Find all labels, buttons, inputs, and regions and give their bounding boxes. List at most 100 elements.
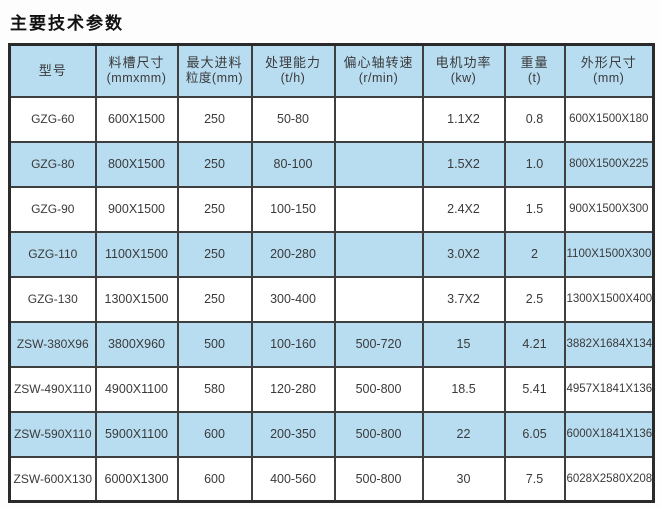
table-row: ZSW-380X96 3800X960 500 100-160 500-720 15 4.2… bbox=[8, 320, 655, 368]
column-label: 料槽尺寸 bbox=[108, 54, 165, 70]
table-row: GZG-110 1100X1500 250 200-280 3.0X2 2 1100X150… bbox=[8, 230, 655, 278]
table-cell-max-feed-size: 600 bbox=[176, 455, 253, 503]
column-header-trough-size: 料槽尺寸 (mmxmm) bbox=[94, 43, 179, 98]
table-cell-motor-power: 18.5 bbox=[421, 365, 506, 413]
table-cell-overall-dimensions: 900X1500X300 bbox=[563, 185, 655, 233]
column-header-eccentric-shaft-speed: 偏心轴转速 (r/min) bbox=[333, 43, 424, 98]
table-cell-eccentric-shaft-speed bbox=[333, 230, 424, 278]
column-unit: (kw) bbox=[450, 71, 477, 86]
column-label: 处理能力 bbox=[264, 54, 321, 70]
table-cell-capacity: 80-100 bbox=[250, 140, 336, 188]
table-cell-max-feed-size: 600 bbox=[176, 410, 253, 458]
table-cell-overall-dimensions: 4957X1841X1365 bbox=[563, 365, 655, 413]
table-row: GZG-130 1300X1500 250 300-400 3.7X2 2.5 1300X1… bbox=[8, 275, 655, 323]
table-cell-trough-size: 5900X1100 bbox=[94, 410, 179, 458]
column-unit: (t) bbox=[527, 71, 542, 86]
table-cell-eccentric-shaft-speed bbox=[333, 95, 424, 143]
table-cell-weight: 0.8 bbox=[503, 95, 566, 143]
table-cell-model: GZG-80 bbox=[8, 140, 97, 188]
table-cell-eccentric-shaft-speed: 500-800 bbox=[333, 410, 424, 458]
table-cell-max-feed-size: 250 bbox=[176, 95, 253, 143]
column-unit: (mm) bbox=[593, 71, 625, 86]
column-header-motor-power: 电机功率 (kw) bbox=[421, 43, 506, 98]
table-cell-motor-power: 22 bbox=[421, 410, 506, 458]
table-cell-weight: 4.21 bbox=[503, 320, 566, 368]
table-cell-capacity: 100-160 bbox=[250, 320, 336, 368]
spec-table: 型号 料槽尺寸 (mmxmm) 最大进料 粒度(mm) 处理能力 (t/h) 偏心轴转速 (r/… bbox=[8, 43, 655, 503]
table-cell-capacity: 100-150 bbox=[250, 185, 336, 233]
column-header-capacity: 处理能力 (t/h) bbox=[250, 43, 336, 98]
table-cell-trough-size: 600X1500 bbox=[94, 95, 179, 143]
table-cell-overall-dimensions: 6000X1841X1365 bbox=[563, 410, 655, 458]
column-unit: (mmxmm) bbox=[106, 71, 167, 86]
table-row: ZSW-600X130 6000X1300 600 400-560 500-800 30 7… bbox=[8, 455, 655, 503]
table-cell-eccentric-shaft-speed bbox=[333, 275, 424, 323]
column-label: 外形尺寸 bbox=[580, 54, 637, 70]
header-row: 型号 料槽尺寸 (mmxmm) 最大进料 粒度(mm) 处理能力 (t/h) 偏心轴转速 (r/… bbox=[8, 43, 655, 98]
table-cell-trough-size: 4900X1100 bbox=[94, 365, 179, 413]
table-cell-model: ZSW-590X110 bbox=[8, 410, 97, 458]
table-cell-trough-size: 800X1500 bbox=[94, 140, 179, 188]
column-header-model: 型号 bbox=[8, 43, 97, 98]
table-cell-weight: 2 bbox=[503, 230, 566, 278]
table-cell-max-feed-size: 580 bbox=[176, 365, 253, 413]
table-row: GZG-90 900X1500 250 100-150 2.4X2 1.5 900X1500… bbox=[8, 185, 655, 233]
table-cell-model: ZSW-380X96 bbox=[8, 320, 97, 368]
table-cell-weight: 5.41 bbox=[503, 365, 566, 413]
table-row: ZSW-590X110 5900X1100 600 200-350 500-800 22 6… bbox=[8, 410, 655, 458]
table-row: GZG-60 600X1500 250 50-80 1.1X2 0.8 600X1500X1… bbox=[8, 95, 655, 143]
table-cell-max-feed-size: 250 bbox=[176, 275, 253, 323]
table-cell-max-feed-size: 250 bbox=[176, 140, 253, 188]
table-cell-motor-power: 3.7X2 bbox=[421, 275, 506, 323]
table-cell-weight: 7.5 bbox=[503, 455, 566, 503]
table-cell-eccentric-shaft-speed bbox=[333, 185, 424, 233]
table-cell-trough-size: 1300X1500 bbox=[94, 275, 179, 323]
table-cell-eccentric-shaft-speed: 500-800 bbox=[333, 455, 424, 503]
table-row: ZSW-490X110 4900X1100 580 120-280 500-800 18.… bbox=[8, 365, 655, 413]
table-cell-overall-dimensions: 6028X2580X2083 bbox=[563, 455, 655, 503]
table-cell-weight: 2.5 bbox=[503, 275, 566, 323]
table-cell-model: GZG-90 bbox=[8, 185, 97, 233]
table-cell-motor-power: 15 bbox=[421, 320, 506, 368]
table-cell-capacity: 50-80 bbox=[250, 95, 336, 143]
table-cell-model: ZSW-600X130 bbox=[8, 455, 97, 503]
column-label: 电机功率 bbox=[435, 54, 492, 70]
column-unit: (r/min) bbox=[358, 71, 399, 86]
table-cell-eccentric-shaft-speed bbox=[333, 140, 424, 188]
table-body: GZG-60 600X1500 250 50-80 1.1X2 0.8 600X1500X1… bbox=[8, 95, 655, 503]
table-cell-capacity: 200-280 bbox=[250, 230, 336, 278]
table-cell-motor-power: 1.5X2 bbox=[421, 140, 506, 188]
table-cell-model: ZSW-490X110 bbox=[8, 365, 97, 413]
table-cell-max-feed-size: 250 bbox=[176, 185, 253, 233]
column-label: 重量 bbox=[520, 54, 549, 70]
column-unit: (t/h) bbox=[280, 71, 306, 86]
table-cell-motor-power: 3.0X2 bbox=[421, 230, 506, 278]
table-cell-overall-dimensions: 600X1500X180 bbox=[563, 95, 655, 143]
column-label: 最大进料 bbox=[186, 54, 243, 70]
table-cell-trough-size: 6000X1300 bbox=[94, 455, 179, 503]
table-cell-model: GZG-130 bbox=[8, 275, 97, 323]
table-cell-capacity: 120-280 bbox=[250, 365, 336, 413]
table-cell-motor-power: 1.1X2 bbox=[421, 95, 506, 143]
table-cell-weight: 6.05 bbox=[503, 410, 566, 458]
table-cell-weight: 1.5 bbox=[503, 185, 566, 233]
table-cell-overall-dimensions: 1300X1500X400 bbox=[563, 275, 655, 323]
table-cell-capacity: 300-400 bbox=[250, 275, 336, 323]
table-cell-trough-size: 900X1500 bbox=[94, 185, 179, 233]
table-cell-model: GZG-60 bbox=[8, 95, 97, 143]
table-cell-motor-power: 30 bbox=[421, 455, 506, 503]
column-header-weight: 重量 (t) bbox=[503, 43, 566, 98]
table-cell-motor-power: 2.4X2 bbox=[421, 185, 506, 233]
table-row: GZG-80 800X1500 250 80-100 1.5X2 1.0 800X1500X… bbox=[8, 140, 655, 188]
table-cell-eccentric-shaft-speed: 500-720 bbox=[333, 320, 424, 368]
table-cell-weight: 1.0 bbox=[503, 140, 566, 188]
table-cell-trough-size: 3800X960 bbox=[94, 320, 179, 368]
table-cell-overall-dimensions: 3882X1684X1340 bbox=[563, 320, 655, 368]
table-cell-max-feed-size: 500 bbox=[176, 320, 253, 368]
column-unit: 粒度(mm) bbox=[185, 71, 244, 86]
column-header-max-feed-size: 最大进料 粒度(mm) bbox=[176, 43, 253, 98]
column-header-overall-dimensions: 外形尺寸 (mm) bbox=[563, 43, 655, 98]
table-cell-eccentric-shaft-speed: 500-800 bbox=[333, 365, 424, 413]
column-label: 偏心轴转速 bbox=[343, 54, 414, 70]
